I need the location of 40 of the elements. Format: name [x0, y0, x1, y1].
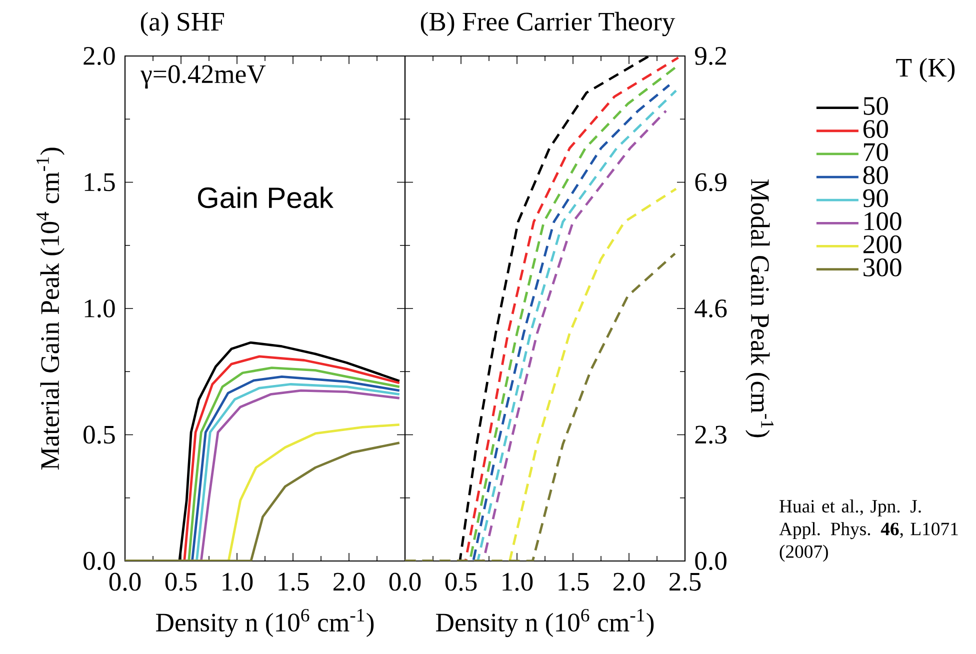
- y-tick-label: 4.6: [694, 299, 727, 318]
- y-tick-label: 0.0: [695, 552, 726, 570]
- x-tick-label: 1.5: [278, 572, 309, 591]
- legend-label: 60: [863, 120, 888, 138]
- x-tick-label: 1.0: [222, 572, 253, 591]
- chart-title: (B) Free Carrier Theory: [420, 12, 676, 36]
- y-tick-label: 2.3: [695, 426, 726, 444]
- x-tick-label: 2.0: [334, 572, 365, 591]
- y-tick-label: 0.0: [84, 552, 115, 570]
- legend-label: 90: [863, 189, 888, 208]
- legend-label: 70: [864, 143, 888, 162]
- y-tick-label: 6.9: [695, 173, 726, 192]
- x-axis-title: Density n (10$^{6}$ cm$^{-1}$): [436, 608, 654, 638]
- x-tick-label: 1.0: [502, 572, 533, 591]
- y-axis-title: Material Gain Peak (10$^{4}$ cm$^{-1}$): [36, 148, 64, 470]
- x-tick-label: 0.0: [109, 572, 141, 591]
- chart-title: (a) SHF: [140, 12, 224, 36]
- y-tick-label: 9.2: [695, 46, 726, 66]
- legend-label: 80: [863, 166, 888, 184]
- x-tick-label: 0.5: [165, 572, 197, 591]
- y-tick-label: 0.5: [84, 426, 115, 444]
- line-series: [405, 252, 676, 561]
- x-tick-label: 2.0: [614, 572, 645, 591]
- x-axis-title: Density n (10$^{6}$ cm$^{-1}$): [156, 608, 374, 638]
- x-tick-label: 0.0: [389, 572, 421, 591]
- y-tick-label: 1.0: [84, 299, 115, 318]
- legend-title: T (K): [896, 58, 955, 82]
- y-axis-title: Modal Gain Peak (cm$^{-1}$): [746, 179, 774, 438]
- annotation: Gain Peak: [198, 186, 334, 208]
- annotation: γ=0.42meV: [140, 65, 266, 89]
- legend-label: 300: [864, 258, 902, 276]
- y-tick-label: 1.5: [84, 173, 115, 192]
- y-tick-label: 2.0: [84, 46, 115, 66]
- legend-label: 200: [863, 235, 902, 254]
- legend-label: 50: [864, 96, 888, 115]
- text: Huai et al., Jpn. J. Appl. Phys. 46, L1071 (2007): [779, 499, 958, 562]
- x-tick-label: 1.5: [558, 572, 589, 591]
- x-tick-label: 0.5: [445, 572, 477, 591]
- legend-label: 100: [864, 212, 902, 230]
- x-tick-label: 2.5: [670, 572, 701, 591]
